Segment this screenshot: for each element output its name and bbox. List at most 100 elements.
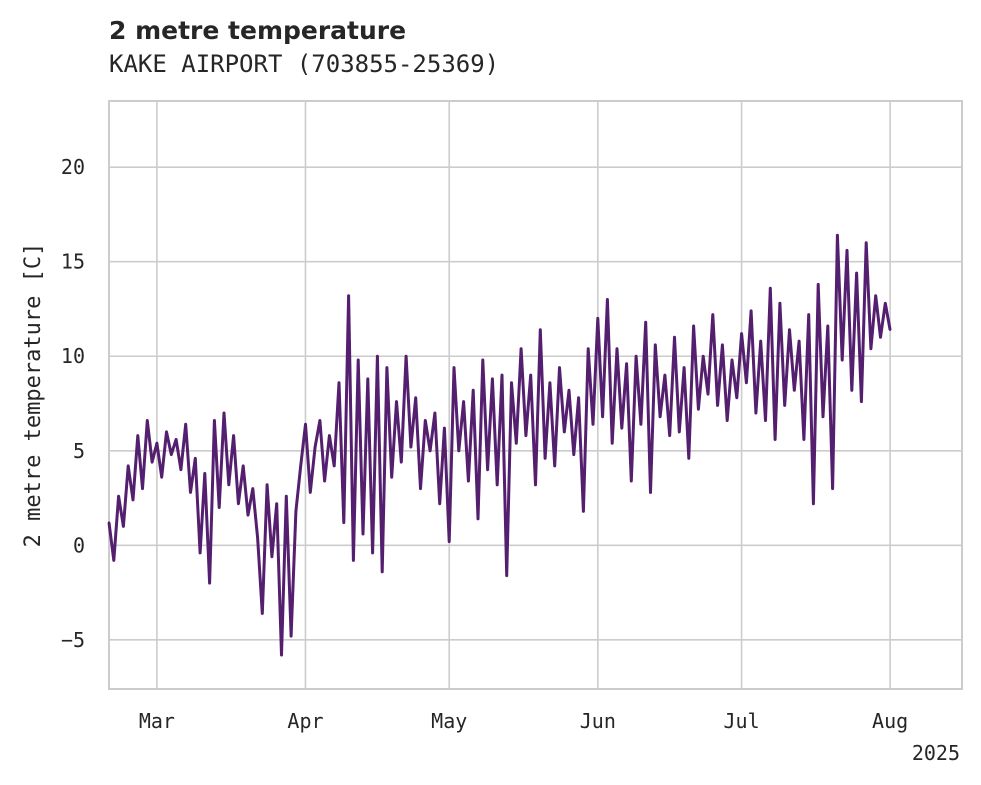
y-tick-label: 20: [61, 155, 85, 179]
data-point: [865, 241, 868, 244]
data-point: [318, 419, 322, 422]
data-point: [697, 408, 700, 411]
data-point: [735, 396, 738, 399]
data-point: [294, 510, 298, 513]
data-point: [548, 381, 552, 384]
data-point: [486, 468, 489, 471]
data-point: [371, 551, 374, 555]
data-point: [764, 419, 767, 422]
data-point: [160, 476, 163, 479]
data-point: [131, 498, 135, 502]
data-point: [754, 411, 758, 415]
data-point: [376, 355, 379, 358]
data-point: [831, 487, 834, 490]
data-point: [682, 366, 686, 369]
data-point: [476, 517, 480, 520]
data-point: [203, 472, 206, 475]
data-point: [841, 358, 844, 362]
data-point: [591, 423, 595, 426]
data-point: [141, 487, 144, 490]
data-point: [797, 339, 801, 343]
data-point: [438, 502, 441, 505]
data-point: [639, 423, 643, 426]
data-point: [879, 336, 882, 339]
data-point: [481, 358, 484, 362]
data-point: [309, 491, 312, 494]
y-axis-label: 2 metre temperature [C]: [21, 243, 46, 548]
data-point: [448, 540, 451, 543]
data-point: [826, 324, 829, 328]
data-point: [740, 332, 743, 335]
data-point: [706, 392, 710, 396]
data-point: [543, 457, 547, 460]
data-point: [821, 415, 825, 418]
data-point: [222, 411, 226, 415]
data-point: [452, 366, 456, 369]
data-point: [107, 521, 111, 524]
data-point: [836, 234, 839, 237]
data-point: [692, 324, 695, 328]
data-point: [189, 491, 192, 494]
data-point: [654, 343, 657, 347]
data-point: [500, 373, 504, 377]
data-point: [400, 460, 403, 464]
data-point: [601, 415, 604, 418]
data-point: [328, 434, 331, 437]
data-point: [361, 532, 365, 536]
grid-lines: [109, 101, 962, 689]
data-point: [802, 438, 806, 441]
data-point: [596, 317, 599, 320]
data-point: [409, 445, 413, 449]
data-point: [404, 355, 408, 358]
data-point: [496, 483, 499, 486]
data-point: [783, 404, 786, 407]
data-point: [529, 373, 532, 377]
data-point: [165, 430, 168, 434]
data-point: [630, 479, 633, 483]
plot-area-frame: [108, 100, 963, 690]
x-tick-label: Mar: [139, 709, 175, 733]
y-tick-labels: −5 0 5 10 15 20: [61, 155, 85, 652]
data-point: [357, 358, 360, 362]
data-point: [242, 464, 245, 468]
data-point: [414, 396, 417, 399]
data-point: [170, 453, 173, 456]
data-point: [347, 294, 350, 297]
temperature-series-line: [107, 233, 892, 657]
data-point: [668, 434, 671, 437]
data-point: [256, 536, 259, 539]
data-point: [807, 313, 810, 316]
data-point: [304, 423, 307, 426]
data-point: [759, 339, 762, 343]
data-point: [587, 347, 590, 350]
data-point: [280, 653, 283, 657]
data-point: [251, 487, 254, 490]
data-point: [381, 570, 384, 573]
data-point: [678, 430, 681, 434]
data-point: [615, 347, 619, 350]
data-point: [285, 495, 288, 498]
data-point: [117, 495, 120, 498]
data-point: [136, 434, 139, 437]
data-point: [146, 419, 149, 422]
data-point: [721, 343, 724, 347]
data-point: [218, 506, 221, 509]
data-point: [884, 302, 887, 305]
data-point: [663, 373, 667, 377]
data-point: [366, 377, 369, 381]
data-point: [184, 423, 187, 426]
data-point: [265, 483, 269, 486]
data-point: [419, 487, 422, 490]
data-point: [711, 313, 714, 316]
data-point: [385, 366, 389, 369]
data-point: [788, 328, 791, 331]
chart-subtitle: KAKE AIRPORT (703855-25369): [109, 50, 500, 78]
data-point: [769, 287, 772, 290]
data-point: [855, 271, 858, 275]
x-tick-label: Jul: [723, 709, 759, 733]
data-point: [649, 491, 652, 494]
data-point: [749, 309, 753, 313]
data-point: [179, 468, 183, 471]
y-tick-label: 5: [73, 439, 85, 463]
